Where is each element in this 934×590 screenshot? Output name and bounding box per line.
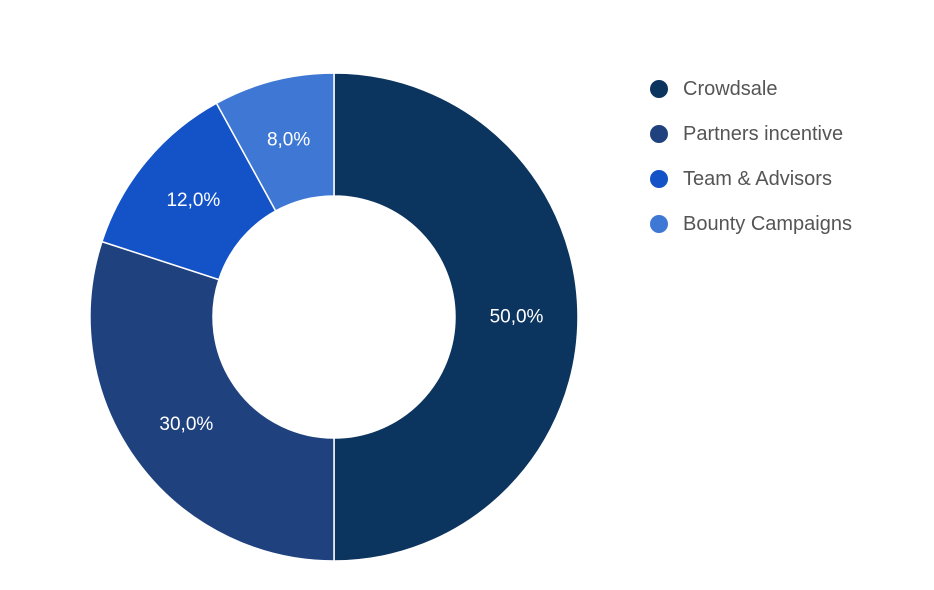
slice-label-crowdsale: 50,0%	[490, 307, 544, 328]
legend-label-partners-incentive: Partners incentive	[683, 123, 843, 145]
slice-crowdsale	[333, 72, 579, 562]
slice-label-bounty-campaigns: 8,0%	[267, 130, 310, 151]
legend-label-bounty-campaigns: Bounty Campaigns	[683, 213, 852, 235]
legend-label-crowdsale: Crowdsale	[683, 78, 777, 100]
legend-marker-team-and-advisors	[650, 170, 668, 188]
slice-label-team-and-advisors: 12,0%	[166, 190, 220, 211]
legend-marker-bounty-campaigns	[650, 215, 668, 233]
slice-partners-incentive	[89, 240, 335, 562]
chart-legend: Crowdsale Partners incentive Team & Adviso…	[650, 78, 852, 235]
legend-marker-crowdsale	[650, 80, 668, 98]
slice-team-and-advisors	[100, 102, 277, 281]
slice-label-partners-incentive: 30,0%	[159, 414, 213, 435]
legend-label-team-and-advisors: Team & Advisors	[683, 168, 832, 190]
chart-slices	[89, 72, 579, 562]
chart-slice-labels: 50,0% 30,0% 12,0% 8,0%	[159, 130, 543, 435]
slice-bounty-campaigns	[215, 72, 335, 212]
legend-marker-partners-incentive	[650, 125, 668, 143]
